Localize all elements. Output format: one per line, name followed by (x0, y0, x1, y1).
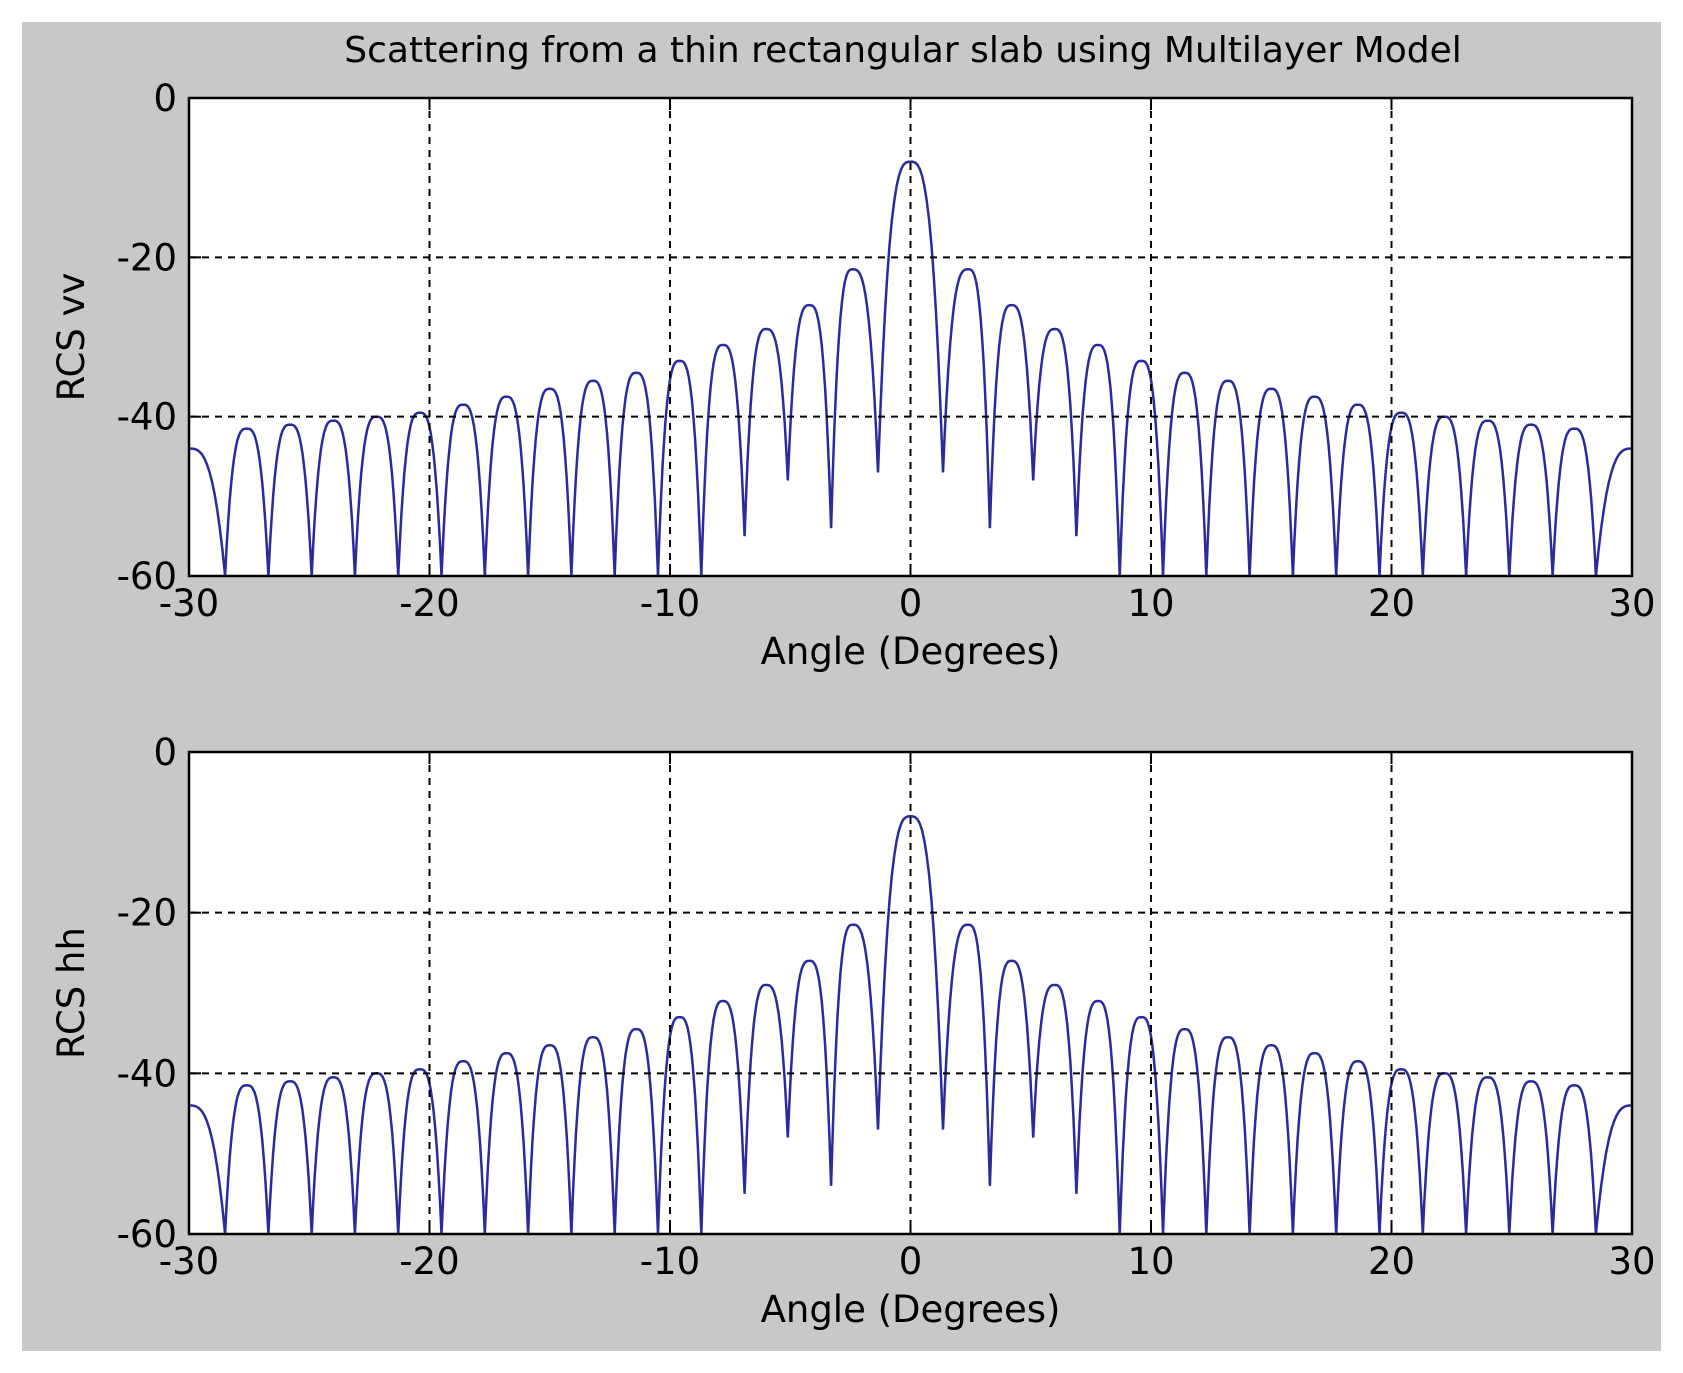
x-tick-label: 20 (1368, 582, 1415, 625)
x-tick-label: 10 (1127, 582, 1174, 625)
y-axis-label: RCS hh (50, 927, 93, 1059)
x-tick-label: 30 (1608, 1240, 1655, 1283)
axes-rcs-vv: -30 -20 -10 0 10 20 30 -60 -40 -20 0 Angle (Degrees… (50, 77, 1656, 673)
y-tick-label: -40 (117, 1052, 177, 1095)
x-tick-label: 10 (1127, 1240, 1174, 1283)
x-tick-label: 30 (1608, 582, 1655, 625)
y-tick-label: 0 (153, 731, 177, 774)
x-tick-label: -30 (159, 582, 219, 625)
y-tick-label: -60 (117, 1213, 177, 1256)
x-tick-label: -30 (159, 1240, 219, 1283)
series-line (189, 160, 1632, 576)
x-tick-label: -20 (399, 582, 459, 625)
axes-rcs-hh: -30 -20 -10 0 10 20 30 -60 -40 -20 0 Angle (Degrees… (50, 731, 1656, 1331)
x-tick-label: -10 (640, 582, 700, 625)
x-tick-label: -20 (399, 1240, 459, 1283)
y-tick-label: -60 (117, 555, 177, 598)
y-tick-label: -20 (117, 236, 177, 279)
y-axis-label: RCS vv (50, 273, 93, 402)
y-tick-label: -20 (117, 892, 177, 935)
chart-title: Scattering from a thin rectangular slab … (344, 30, 1461, 71)
x-tick-label: 0 (899, 1240, 923, 1283)
y-tick-label: 0 (153, 77, 177, 120)
x-tick-label: 0 (899, 582, 923, 625)
x-axis-label: Angle (Degrees) (761, 1288, 1061, 1331)
series-line (189, 815, 1632, 1234)
y-tick-label: -40 (117, 396, 177, 439)
x-tick-label: 20 (1368, 1240, 1415, 1283)
x-axis-label: Angle (Degrees) (761, 630, 1061, 673)
x-tick-label: -10 (640, 1240, 700, 1283)
